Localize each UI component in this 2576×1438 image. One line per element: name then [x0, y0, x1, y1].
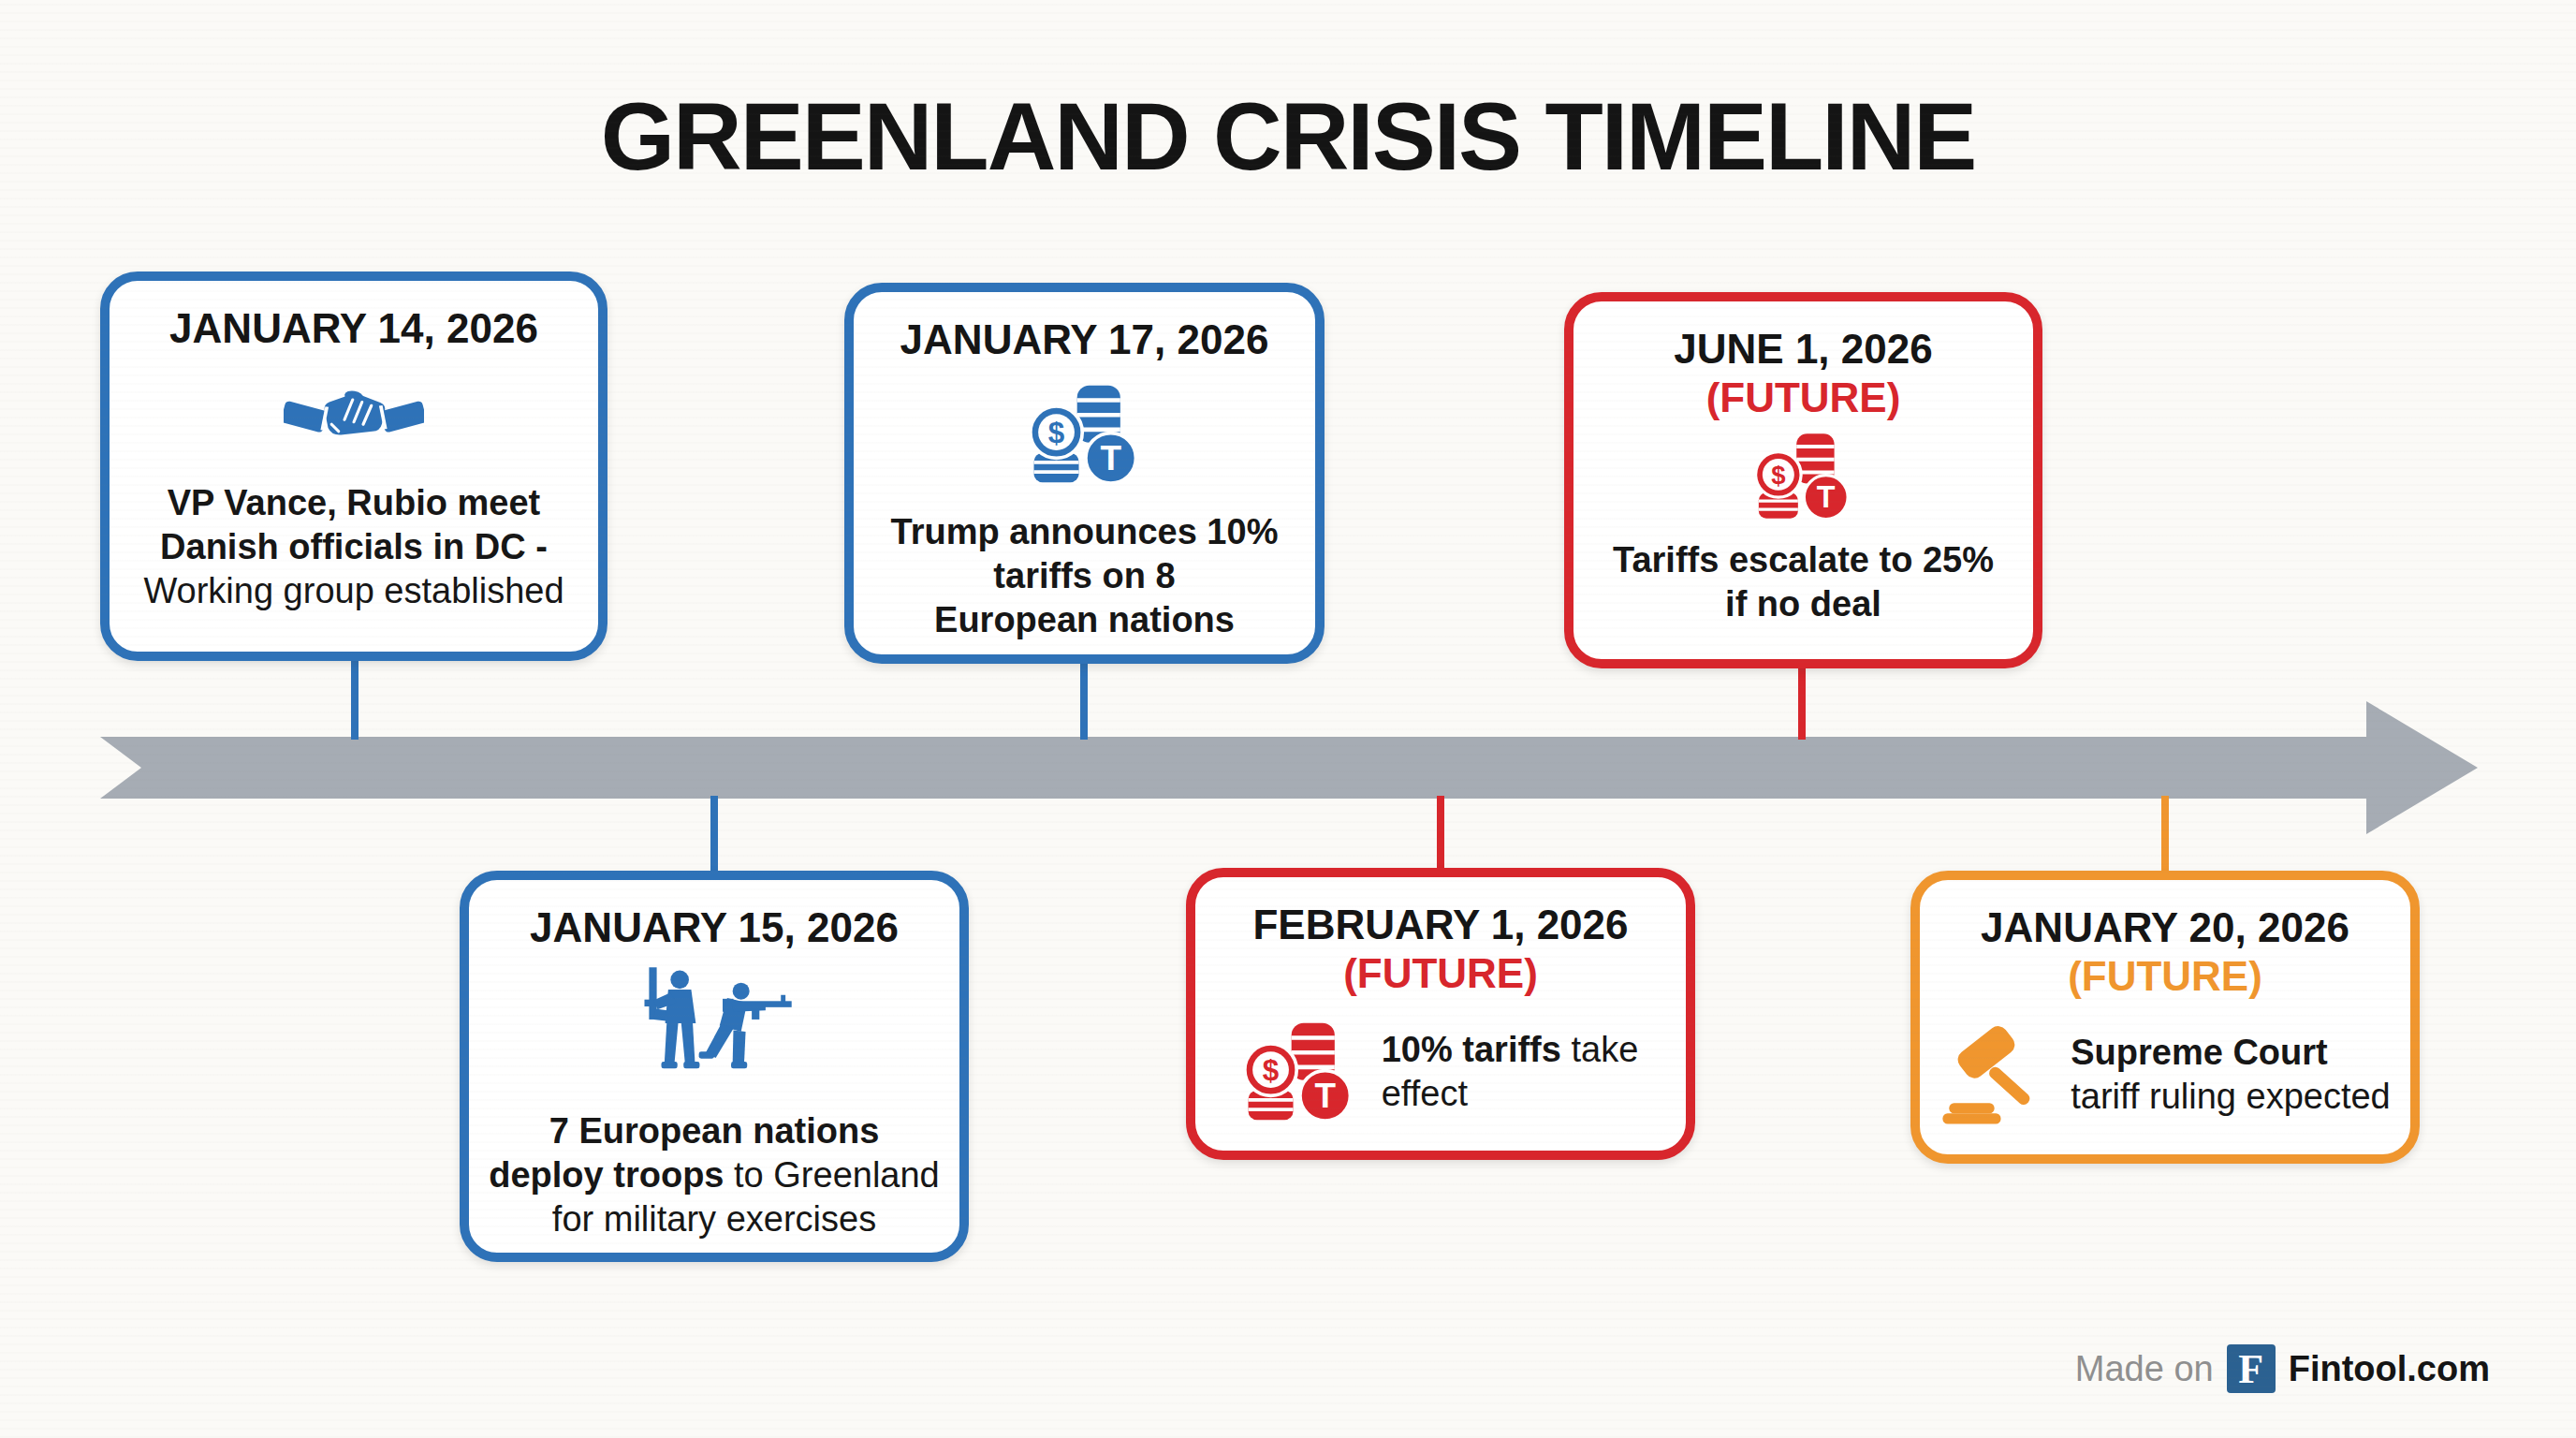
- event-box-jan20: JANUARY 20, 2026 (FUTURE) Supreme Court …: [1910, 871, 2420, 1164]
- infographic-page: GREENLAND CRISIS TIMELINE JANUARY 14, 20…: [0, 0, 2576, 1438]
- future-label: (FUTURE): [1343, 950, 1538, 997]
- event-box-feb1: FEBRUARY 1, 2026 (FUTURE): [1186, 868, 1695, 1160]
- svg-text:T: T: [1100, 439, 1121, 477]
- event-box-jan17: JANUARY 17, 2026 $ T: [844, 283, 1325, 664]
- event-description: VP Vance, Rubio meet Danish officials in…: [143, 481, 564, 613]
- fintool-logo: F: [2227, 1344, 2276, 1393]
- tariff-coins-icon: $ T: [1754, 431, 1852, 521]
- svg-text:T: T: [1314, 1077, 1336, 1115]
- soldiers-icon: [634, 964, 795, 1087]
- event-box-jun1: JUNE 1, 2026 (FUTURE) $ T: [1564, 292, 2042, 668]
- event-description: Supreme Court tariff ruling expected: [2071, 1031, 2391, 1119]
- gavel-icon: [1939, 1022, 2044, 1127]
- connector-jan17: [1080, 660, 1088, 740]
- event-description: 10% tariffs take effect: [1382, 1028, 1639, 1116]
- timeline-arrow: [98, 699, 2481, 836]
- event-date: JUNE 1, 2026: [1674, 326, 1932, 373]
- event-box-jan15: JANUARY 15, 2026: [460, 871, 969, 1262]
- event-date: JANUARY 15, 2026: [530, 904, 899, 951]
- event-box-jan14: JANUARY 14, 2026 VP Vance, Rubio meet Da…: [100, 271, 607, 661]
- event-description: 7 European nations deploy troops to Gree…: [489, 1109, 940, 1241]
- future-label: (FUTURE): [1706, 374, 1901, 421]
- connector-jan20: [2161, 796, 2169, 874]
- fintool-site-label: Fintool.com: [2289, 1349, 2490, 1389]
- event-date: JANUARY 17, 2026: [900, 316, 1269, 363]
- svg-text:$: $: [1263, 1054, 1279, 1087]
- event-date: JANUARY 20, 2026: [1981, 904, 2349, 951]
- future-label: (FUTURE): [2068, 953, 2262, 1000]
- connector-jan15: [710, 796, 718, 874]
- connector-jan14: [351, 657, 359, 740]
- made-on-label: Made on: [2075, 1349, 2214, 1389]
- connector-feb1: [1437, 796, 1444, 872]
- footer-credit: Made on F Fintool.com: [2075, 1344, 2490, 1393]
- svg-text:T: T: [1817, 480, 1836, 514]
- event-date: FEBRUARY 1, 2026: [1252, 902, 1628, 948]
- page-title: GREENLAND CRISIS TIMELINE: [0, 82, 2576, 192]
- svg-text:$: $: [1047, 417, 1063, 449]
- handshake-icon: [284, 371, 424, 457]
- connector-jun1: [1798, 665, 1806, 740]
- tariff-coins-icon: $ T: [1029, 382, 1141, 486]
- event-description: Tariffs escalate to 25% if no deal: [1613, 538, 1994, 626]
- event-description: Trump announces 10% tariffs on 8 Europea…: [891, 510, 1279, 642]
- svg-text:$: $: [1771, 461, 1785, 490]
- tariff-coins-icon: $ T: [1243, 1020, 1355, 1123]
- event-date: JANUARY 14, 2026: [169, 305, 538, 352]
